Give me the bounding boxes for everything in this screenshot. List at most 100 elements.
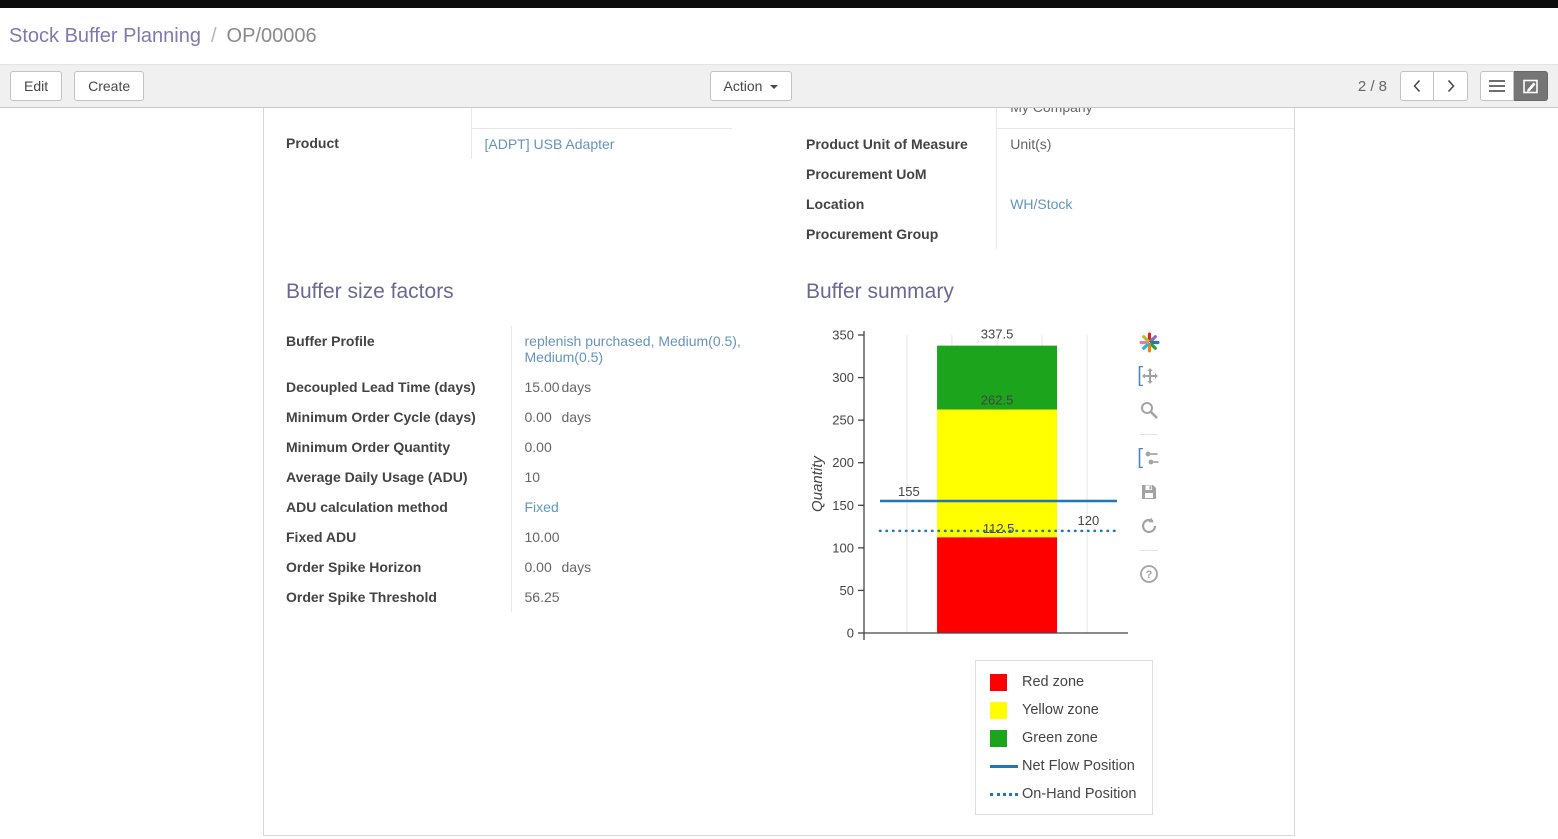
red-zone-swatch xyxy=(990,673,1007,691)
form-view-icon xyxy=(1522,79,1538,93)
on-hand-line-swatch xyxy=(990,792,1018,796)
svg-text:155: 155 xyxy=(898,484,920,499)
svg-text:262.5: 262.5 xyxy=(981,393,1014,408)
minimum-order-cycle-label: Minimum Order Cycle (days) xyxy=(286,409,476,425)
form-view-button[interactable] xyxy=(1514,71,1549,101)
buffer-size-factors-section: Buffer size factors Buffer Profile reple… xyxy=(286,280,782,612)
company-label-clipped xyxy=(806,108,997,129)
breadcrumb-separator: / xyxy=(210,24,217,47)
decoupled-lead-time-value: 15.00 xyxy=(524,379,560,395)
plotly-logo-icon[interactable] xyxy=(1138,332,1160,353)
action-label: Action xyxy=(723,78,763,94)
procurement-group-value xyxy=(996,219,1294,249)
green-zone-label: Green zone xyxy=(1022,730,1098,746)
buffer-summary-title: Buffer summary xyxy=(806,280,954,303)
procurement-group-label: Procurement Group xyxy=(806,226,939,242)
order-spike-threshold-label: Order Spike Threshold xyxy=(286,589,437,605)
procurement-field-group: My Company Product Unit of Measure Unit(… xyxy=(806,108,1294,249)
chevron-left-icon xyxy=(1413,79,1421,93)
location-value-link[interactable]: WH/Stock xyxy=(1010,196,1073,212)
fixed-adu-value: 10.00 xyxy=(524,529,560,545)
average-daily-usage-label: Average Daily Usage (ADU) xyxy=(286,469,468,485)
clipped-row-value xyxy=(470,108,732,128)
company-value-clipped: My Company xyxy=(996,108,1294,129)
svg-text:300: 300 xyxy=(832,370,854,385)
form-sheet: Product [ADPT] USB Adapter My Company Pr… xyxy=(263,108,1295,836)
pager-count: 2 / 8 xyxy=(1357,77,1388,95)
green-zone-swatch xyxy=(990,729,1007,747)
fixed-adu-label: Fixed ADU xyxy=(286,529,357,545)
breadcrumb: Stock Buffer Planning / OP/00006 xyxy=(0,8,1558,64)
product-field-group: Product [ADPT] USB Adapter xyxy=(286,108,732,159)
order-spike-horizon-label: Order Spike Horizon xyxy=(286,559,422,575)
svg-text:250: 250 xyxy=(832,413,854,428)
pager: 2 / 8 xyxy=(1357,71,1549,101)
save-icon[interactable] xyxy=(1138,482,1160,503)
caret-down-icon xyxy=(770,85,779,90)
pager-next-button[interactable] xyxy=(1434,71,1469,101)
top-navbar xyxy=(0,0,1558,8)
legend-item-red-zone[interactable]: Red zone xyxy=(990,668,1152,696)
create-button[interactable]: Create xyxy=(74,71,145,101)
yellow-zone-label: Yellow zone xyxy=(1022,702,1099,718)
adu-calculation-method-value-link[interactable]: Fixed xyxy=(524,499,559,515)
action-dropdown-button[interactable]: Action xyxy=(709,71,793,101)
breadcrumb-current-record: OP/00006 xyxy=(226,24,317,47)
clipped-row-label xyxy=(286,108,471,128)
svg-text:Quantity: Quantity xyxy=(809,455,826,512)
legend-item-green-zone[interactable]: Green zone xyxy=(990,724,1152,752)
buffer-size-factors-title: Buffer size factors xyxy=(286,280,454,303)
product-value-link[interactable]: [ADPT] USB Adapter xyxy=(484,135,615,152)
on-hand-position-label: On-Hand Position xyxy=(1022,786,1137,802)
average-daily-usage-value: 10 xyxy=(524,469,541,485)
modebar-separator xyxy=(1140,434,1158,435)
modebar-separator xyxy=(1140,550,1158,551)
procurement-uom-value xyxy=(996,159,1294,189)
list-view-icon xyxy=(1489,80,1506,92)
svg-text:0: 0 xyxy=(847,626,854,641)
procurement-uom-label: Procurement UoM xyxy=(806,166,927,182)
adu-calculation-method-label: ADU calculation method xyxy=(286,499,448,515)
minimum-order-cycle-value: 0.00 xyxy=(524,409,552,425)
help-icon[interactable]: ? xyxy=(1138,564,1160,585)
svg-text:50: 50 xyxy=(840,583,854,598)
product-uom-value: Unit(s) xyxy=(996,128,1294,159)
control-panel: Edit Create Action 2 / 8 xyxy=(0,64,1558,108)
pan-icon[interactable] xyxy=(1138,365,1160,387)
svg-text:100: 100 xyxy=(832,540,854,555)
svg-text:120: 120 xyxy=(1078,513,1100,528)
buffer-profile-label: Buffer Profile xyxy=(286,333,375,349)
buffer-summary-section: Buffer summary xyxy=(806,280,1274,304)
buffer-profile-value-link[interactable]: replenish purchased, Medium(0.5), Medium… xyxy=(524,333,741,365)
yellow-zone-swatch xyxy=(990,701,1007,719)
net-flow-line-swatch xyxy=(990,764,1018,768)
svg-text:337.5: 337.5 xyxy=(981,327,1014,342)
svg-text:?: ? xyxy=(1146,569,1153,581)
hover-compare-icon[interactable] xyxy=(1138,447,1160,469)
chart-legend: Red zone Yellow zone Green zone Net Flow… xyxy=(975,660,1153,815)
breadcrumb-link-stock-buffer-planning[interactable]: Stock Buffer Planning xyxy=(9,24,201,47)
list-view-button[interactable] xyxy=(1480,71,1515,101)
plotly-modebar: ? xyxy=(1136,332,1162,585)
order-spike-horizon-unit: days xyxy=(561,559,592,575)
pager-previous-button[interactable] xyxy=(1400,71,1435,101)
order-spike-horizon-value: 0.00 xyxy=(524,559,552,575)
minimum-order-quantity-value: 0.00 xyxy=(524,439,552,455)
legend-item-net-flow-position[interactable]: Net Flow Position xyxy=(990,752,1152,780)
reset-axes-icon[interactable] xyxy=(1138,516,1160,537)
location-label: Location xyxy=(806,196,865,212)
product-uom-label: Product Unit of Measure xyxy=(806,135,968,152)
buffer-summary-chart[interactable]: 0 50 100 150 200 250 300 350 Quantity 337.5 262.5 1… xyxy=(808,327,1138,652)
svg-text:150: 150 xyxy=(832,498,854,513)
red-zone-label: Red zone xyxy=(1022,674,1085,690)
minimum-order-quantity-label: Minimum Order Quantity xyxy=(286,439,451,455)
legend-item-on-hand-position[interactable]: On-Hand Position xyxy=(990,780,1152,808)
legend-item-yellow-zone[interactable]: Yellow zone xyxy=(990,696,1152,724)
svg-text:200: 200 xyxy=(832,455,854,470)
net-flow-position-label: Net Flow Position xyxy=(1022,758,1135,774)
zoom-icon[interactable] xyxy=(1138,400,1160,421)
minimum-order-cycle-unit: days xyxy=(561,409,592,425)
svg-text:350: 350 xyxy=(832,328,854,343)
edit-button[interactable]: Edit xyxy=(10,71,63,101)
order-spike-threshold-value: 56.25 xyxy=(524,589,560,605)
